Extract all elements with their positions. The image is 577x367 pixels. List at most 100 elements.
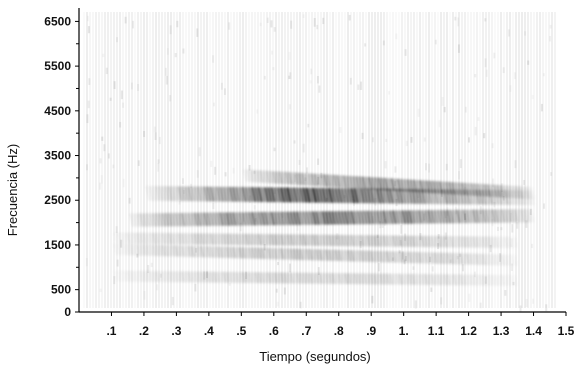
band-striation bbox=[372, 273, 378, 285]
noise-speck bbox=[532, 299, 534, 304]
noise-speck bbox=[491, 143, 494, 149]
noise-speck bbox=[419, 233, 422, 241]
band-striation bbox=[340, 234, 346, 247]
noise-speck bbox=[101, 136, 104, 141]
band-striation bbox=[267, 233, 272, 246]
band-striation bbox=[193, 186, 199, 202]
noise-speck bbox=[507, 29, 510, 37]
band-striation bbox=[219, 212, 225, 226]
band-striation bbox=[292, 272, 298, 284]
noise-speck bbox=[417, 190, 420, 199]
band-striation bbox=[369, 188, 375, 204]
noise-speck bbox=[223, 88, 226, 95]
band-striation bbox=[305, 234, 311, 246]
band-striation bbox=[401, 210, 407, 224]
band-striation bbox=[430, 235, 435, 248]
noise-column bbox=[422, 12, 424, 308]
noise-speck bbox=[174, 53, 177, 58]
noise-column bbox=[248, 12, 250, 308]
y-tick-label: 3500 bbox=[44, 149, 71, 163]
noise-speck bbox=[439, 120, 441, 128]
band-striation bbox=[481, 236, 487, 248]
band-striation bbox=[503, 189, 510, 206]
band-striation bbox=[183, 245, 189, 258]
noise-speck bbox=[239, 222, 242, 232]
noise-speck bbox=[105, 67, 108, 75]
noise-speck bbox=[213, 102, 215, 107]
noise-column bbox=[458, 12, 460, 308]
noise-speck bbox=[468, 294, 470, 302]
band-striation bbox=[203, 245, 208, 258]
noise-speck bbox=[123, 179, 125, 188]
band-striation bbox=[334, 210, 340, 225]
noise-column bbox=[335, 12, 337, 308]
noise-speck bbox=[132, 20, 135, 29]
noise-speck bbox=[388, 91, 390, 95]
band-striation bbox=[364, 176, 370, 190]
band-striation bbox=[151, 270, 157, 283]
band-striation bbox=[356, 188, 363, 204]
band-striation bbox=[427, 188, 433, 205]
band-striation bbox=[417, 209, 423, 224]
band-striation bbox=[347, 210, 353, 225]
band-striation bbox=[427, 209, 433, 224]
band-striation bbox=[526, 208, 532, 223]
band-striation bbox=[366, 273, 371, 285]
band-striation bbox=[350, 188, 356, 204]
band-striation bbox=[302, 234, 307, 246]
tick-labels: 0 500 1500 2500 3500 4500 5500 6500 .1 .2 .3 .4 .5 .6… bbox=[44, 14, 574, 338]
band-striation bbox=[231, 233, 237, 246]
band-striation bbox=[500, 209, 506, 223]
noise-speck bbox=[384, 161, 387, 169]
band-striation bbox=[343, 234, 349, 247]
band-striation bbox=[484, 236, 490, 248]
band-striation bbox=[379, 210, 385, 225]
band-striation bbox=[289, 187, 295, 203]
noise-speck bbox=[317, 158, 320, 165]
band-striation bbox=[436, 209, 442, 224]
noise-column bbox=[272, 12, 274, 308]
band-striation bbox=[255, 169, 261, 183]
noise-speck bbox=[474, 271, 476, 278]
noise-speck bbox=[288, 104, 291, 110]
band-striation bbox=[327, 187, 334, 204]
band-striation bbox=[155, 244, 160, 257]
noise-speck bbox=[143, 131, 146, 137]
noise-column bbox=[302, 12, 304, 308]
band-striation bbox=[423, 209, 429, 224]
band-striation bbox=[401, 273, 407, 285]
noise-speck bbox=[361, 132, 364, 140]
noise-column bbox=[311, 12, 313, 308]
noise-speck bbox=[497, 226, 499, 232]
band-striation bbox=[459, 274, 464, 286]
band-striation bbox=[337, 187, 343, 204]
band-striation bbox=[507, 209, 513, 223]
band-striation bbox=[462, 236, 467, 248]
noise-speck bbox=[441, 97, 444, 106]
band-striation bbox=[321, 272, 326, 284]
band-striation bbox=[284, 171, 290, 185]
x-tick-label: .4 bbox=[204, 324, 214, 338]
band-striation bbox=[340, 188, 347, 204]
band-striation bbox=[487, 274, 493, 286]
band-striation bbox=[161, 270, 167, 283]
noise-speck bbox=[405, 256, 407, 261]
noise-speck bbox=[289, 72, 292, 79]
band-striation bbox=[183, 212, 189, 227]
band-striation bbox=[228, 233, 234, 246]
noise-speck bbox=[349, 77, 352, 85]
band-striation bbox=[369, 234, 375, 247]
band-striation bbox=[177, 232, 183, 245]
band-striation bbox=[276, 272, 282, 284]
band-striation bbox=[228, 271, 234, 283]
noise-column bbox=[329, 12, 331, 308]
band-striation bbox=[398, 235, 403, 248]
noise-column bbox=[239, 12, 241, 308]
noise-speck bbox=[348, 14, 351, 21]
band-striation bbox=[219, 186, 225, 202]
noise-column bbox=[320, 12, 322, 308]
band-striation bbox=[388, 210, 394, 225]
band-striation bbox=[303, 172, 309, 186]
band-striation bbox=[177, 245, 183, 257]
